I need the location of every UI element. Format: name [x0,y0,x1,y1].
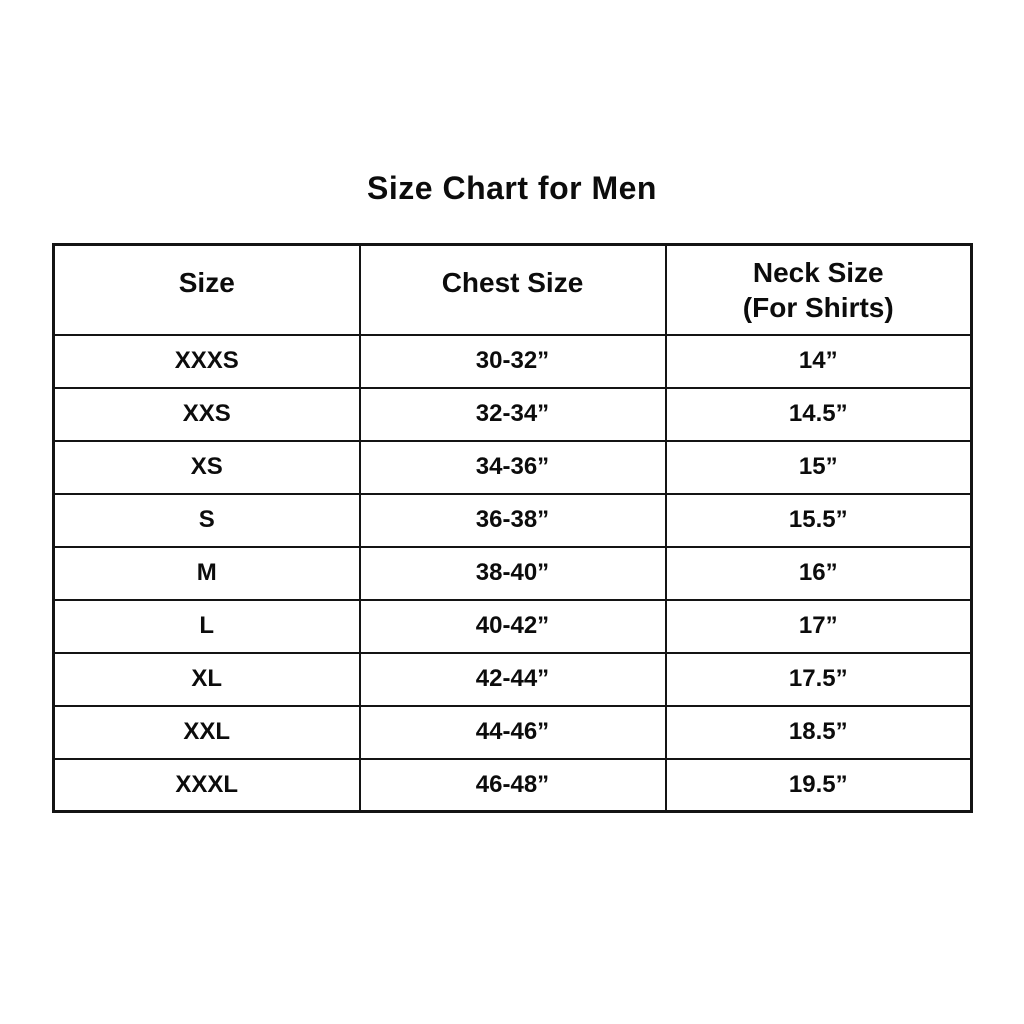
table-row: S 36-38” 15.5” [52,492,973,548]
table-row: XXXL 46-48” 19.5” [52,757,973,813]
cell-neck-size: 14” [664,333,973,389]
cell-neck-size: 17.5” [664,651,973,707]
table-row: XXXS 30-32” 14” [52,333,973,389]
cell-neck-size: 15” [664,439,973,495]
cell-chest-size: 42-44” [358,651,667,707]
cell-neck-size: 18.5” [664,704,973,760]
header-size: Size [52,243,361,336]
cell-chest-size: 40-42” [358,598,667,654]
cell-chest-size: 32-34” [358,386,667,442]
page-title: Size Chart for Men [367,170,657,206]
header-neck-size-line1: Neck Size [752,256,884,288]
header-chest-size: Chest Size [358,243,667,336]
cell-size: XXXL [52,757,361,813]
cell-neck-size: 19.5” [664,757,973,813]
table-row: L 40-42” 17” [52,598,973,654]
cell-neck-size: 14.5” [664,386,973,442]
table-row: XL 42-44” 17.5” [52,651,973,707]
table-body: XXXS 30-32” 14” XXS 32-34” 14.5” XS 34-36” 15” S 3… [52,333,973,813]
size-chart-table: Size Chest Size Neck Size (For Shirts) X… [52,243,973,813]
cell-chest-size: 44-46” [358,704,667,760]
cell-size: L [52,598,361,654]
table-row: M 38-40” 16” [52,545,973,601]
cell-size: XL [52,651,361,707]
table-header: Size Chest Size Neck Size (For Shirts) [52,243,973,336]
table-row: XXS 32-34” 14.5” [52,386,973,442]
cell-chest-size: 30-32” [358,333,667,389]
cell-neck-size: 17” [664,598,973,654]
cell-size: S [52,492,361,548]
cell-size: XS [52,439,361,495]
cell-size: XXS [52,386,361,442]
cell-size: XXL [52,704,361,760]
cell-chest-size: 38-40” [358,545,667,601]
table-row: XS 34-36” 15” [52,439,973,495]
table-row: XXL 44-46” 18.5” [52,704,973,760]
header-neck-size-line2: (For Shirts) [742,291,894,323]
cell-chest-size: 34-36” [358,439,667,495]
cell-chest-size: 36-38” [358,492,667,548]
cell-neck-size: 16” [664,545,973,601]
cell-neck-size: 15.5” [664,492,973,548]
header-row: Size Chest Size Neck Size (For Shirts) [52,243,973,336]
cell-size: M [52,545,361,601]
cell-size: XXXS [52,333,361,389]
cell-chest-size: 46-48” [358,757,667,813]
header-neck-size: Neck Size (For Shirts) [664,243,973,336]
